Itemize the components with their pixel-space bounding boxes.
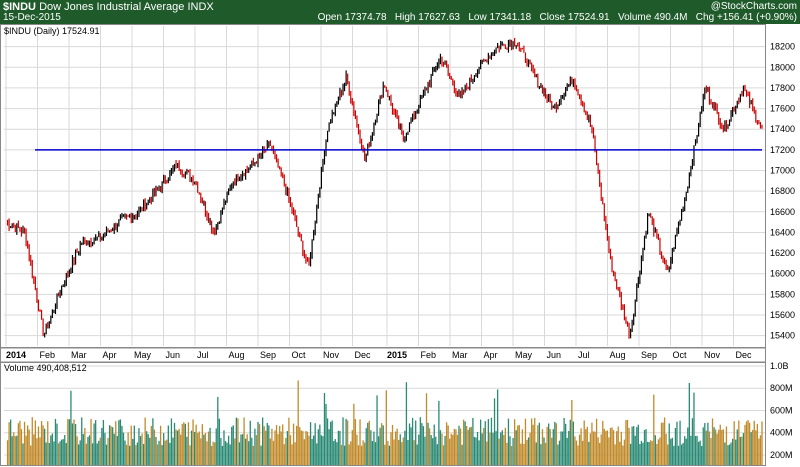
x-tick-label: Nov [704,350,721,360]
x-tick-label: Feb [421,350,437,360]
volume-y-axis: 200M 400M 600M 800M 1.0B [770,361,793,460]
y-tick-label: 16000 [770,269,795,279]
y-tick-label: 16400 [770,227,795,237]
y-tick-label: 15600 [770,310,795,320]
y-tick-label: 17000 [770,166,795,176]
y-tick-label: 18000 [770,62,795,72]
price-legend: $INDU (Daily) 17524.91 [4,26,100,36]
x-tick-label: May [515,350,533,360]
volume-tick-label: 600M [770,405,793,415]
volume-tick-label: 1.0B [770,361,789,371]
y-tick-label: 16200 [770,248,795,258]
y-tick-label: 18200 [770,42,795,52]
x-tick-label: May [134,350,152,360]
volume-legend: Volume 490,408,512 [4,363,87,373]
x-axis-strip [0,347,766,363]
y-tick-label: 17400 [770,124,795,134]
grid [4,26,765,346]
x-tick-label: Feb [40,350,56,360]
volume-tick-label: 800M [770,383,793,393]
x-tick-label: Mar [452,350,468,360]
y-tick-label: 15400 [770,331,795,341]
x-tick-label: Jul [197,350,209,360]
x-tick-label: 2014 [6,350,26,360]
x-tick-label: Apr [484,350,498,360]
x-axis: 2014 Feb Mar Apr May Jun Jul Aug Sep Oct Nov Dec 201… [6,350,752,360]
x-tick-label: Aug [229,350,245,360]
volume-tick-label: 200M [770,450,793,460]
x-tick-label: 2015 [387,350,407,360]
x-tick-label: Sep [641,350,657,360]
chart-title: $INDU Dow Jones Industrial Average INDX [3,1,214,13]
price-bars [6,37,763,339]
chart-header: $INDU Dow Jones Industrial Average INDX … [0,0,800,24]
y-tick-label: 17600 [770,104,795,114]
x-tick-label: Aug [610,350,626,360]
volume-tick-label: 400M [770,428,793,438]
brand-label: @StockCharts.com [710,1,797,12]
chart-area: 15400 15600 15800 16000 16200 16400 16600 16800… [0,24,800,467]
y-tick-label: 17200 [770,145,795,155]
x-tick-label: Dec [355,350,372,360]
x-tick-label: Jul [578,350,590,360]
y-tick-label: 15800 [770,289,795,299]
x-tick-label: Apr [103,350,117,360]
price-y-axis: 15400 15600 15800 16000 16200 16400 16600 16800… [770,42,795,341]
x-tick-label: Sep [260,350,276,360]
x-tick-label: Oct [292,350,307,360]
x-tick-label: Oct [673,350,688,360]
y-tick-label: 16600 [770,207,795,217]
y-tick-label: 17800 [770,83,795,93]
x-tick-label: Jun [547,350,562,360]
volume-bars [6,380,763,465]
x-tick-label: Nov [323,350,340,360]
x-tick-label: Jun [166,350,181,360]
ohlc-readout: Open 17374.78 High 17627.63 Low 17341.18… [317,12,797,23]
x-tick-label: Dec [736,350,753,360]
x-tick-label: Mar [71,350,87,360]
y-tick-label: 16800 [770,186,795,196]
chart-date: 15-Dec-2015 [3,12,61,23]
